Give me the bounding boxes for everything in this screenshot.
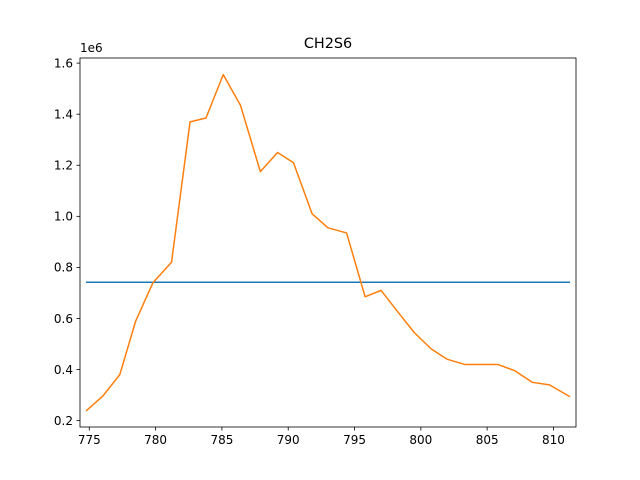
y-tick-label: 1.4 <box>54 107 73 121</box>
x-tick-label: 800 <box>409 433 432 447</box>
x-tick-label: 805 <box>476 433 499 447</box>
x-tick-label: 795 <box>343 433 366 447</box>
x-tick-label: 780 <box>144 433 167 447</box>
x-tick-label: 810 <box>542 433 565 447</box>
y-axis-offset-label: 1e6 <box>80 41 103 55</box>
x-tick-label: 785 <box>210 433 233 447</box>
y-tick-label: 0.4 <box>54 363 73 377</box>
series-line-2 <box>85 73 571 412</box>
axes-layer: 775 780 785 790 795 800 805 810 0.2 0.4 0.6 0.8 1.0 1… <box>54 56 577 447</box>
chart-title: CH2S6 <box>304 36 352 52</box>
y-tick-label: 1.6 <box>54 56 73 70</box>
y-tick-label: 0.8 <box>54 261 73 275</box>
x-tick-label: 775 <box>78 433 101 447</box>
y-tick-label: 1.0 <box>54 210 73 224</box>
x-tick-label: 790 <box>277 433 300 447</box>
y-tick-label: 0.6 <box>54 312 73 326</box>
plot-frame <box>79 57 577 428</box>
series-layer <box>85 73 571 412</box>
y-tick-label: 0.2 <box>54 414 73 428</box>
y-tick-label: 1.2 <box>54 159 73 173</box>
